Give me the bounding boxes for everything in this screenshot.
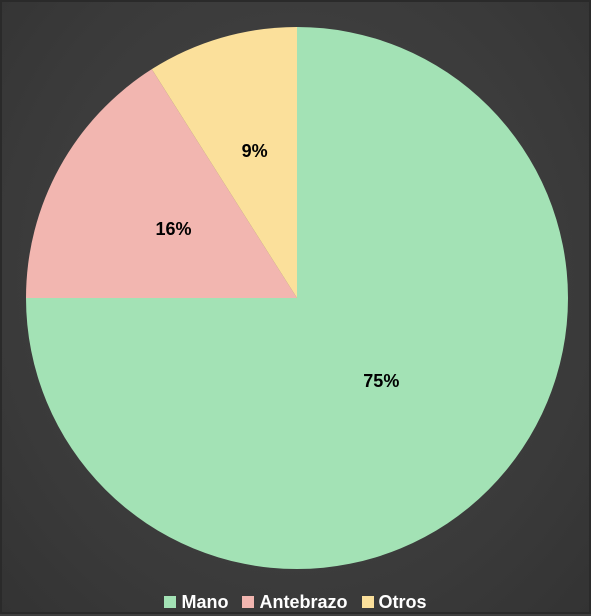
legend-swatch-mano bbox=[164, 596, 177, 608]
legend-item-otros: Otros bbox=[361, 592, 427, 612]
data-label-antebrazo: 16% bbox=[155, 219, 191, 239]
legend: Mano Antebrazo Otros bbox=[2, 592, 589, 612]
pie-slice-antebrazo bbox=[26, 69, 297, 298]
data-label-mano: 75% bbox=[363, 371, 399, 391]
legend-item-antebrazo: Antebrazo bbox=[242, 592, 348, 612]
legend-label-otros: Otros bbox=[378, 592, 427, 612]
data-label-otros: 9% bbox=[242, 141, 268, 161]
legend-label-antebrazo: Antebrazo bbox=[259, 592, 348, 612]
legend-swatch-otros bbox=[361, 596, 374, 608]
legend-label-mano: Mano bbox=[181, 592, 229, 612]
legend-item-mano: Mano bbox=[164, 592, 228, 612]
pie-slice-otros bbox=[151, 27, 297, 298]
legend-swatch-antebrazo bbox=[242, 596, 255, 608]
